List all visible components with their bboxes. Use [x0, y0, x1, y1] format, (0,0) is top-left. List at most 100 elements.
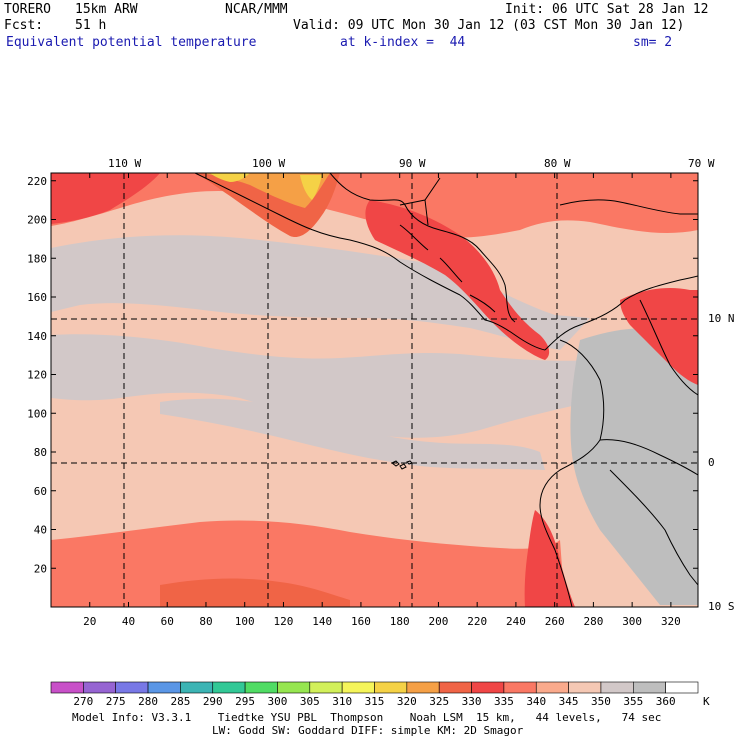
smoothing: sm= 2	[633, 35, 673, 50]
coastlines	[194, 173, 698, 607]
y-tick-label: 80	[34, 446, 47, 459]
colorbar-label: 325	[429, 695, 449, 708]
colorbar: 270 275 280 285 290 295 300 305 310 315 320 325 330 3…	[50, 681, 710, 708]
coastline-caribbean	[329, 173, 516, 323]
border-colombia-ecuador	[599, 439, 698, 476]
colorbar-label: 335	[494, 695, 514, 708]
colorbar-swatch	[147, 681, 181, 694]
colorbar-swatch	[341, 681, 375, 694]
coastline-pacific-sa	[539, 339, 605, 607]
field-band-grey-mid2	[160, 398, 545, 470]
x-tick-label: 280	[583, 615, 603, 628]
colorbar-swatch	[406, 681, 440, 694]
map-field	[51, 173, 698, 607]
y-tick-label: 20	[34, 562, 47, 575]
colorbar-label: 330	[462, 695, 482, 708]
lon-label-90w: 90 W	[399, 157, 426, 170]
colorbar-label: 355	[623, 695, 643, 708]
forecast-label: Fcst:	[4, 18, 44, 33]
colorbar-label: 310	[332, 695, 352, 708]
graticule	[51, 173, 698, 607]
colorbar-swatch	[115, 681, 149, 694]
lat-label-10n: 10 N	[708, 312, 735, 325]
y-tick-label: 220	[27, 175, 47, 188]
colorbar-label: 340	[526, 695, 546, 708]
colorbar-label: 275	[106, 695, 126, 708]
coastline-south-america	[544, 275, 698, 351]
y-tick-label: 100	[27, 407, 47, 420]
coastline-yucatan	[399, 177, 441, 226]
model-info: Model Info: V3.3.1 Tiedtke YSU PBL Thomp…	[72, 711, 662, 724]
x-tick-label: 180	[390, 615, 410, 628]
field-band-grey-mid	[51, 334, 600, 438]
axis-ticks: 20 40 60 80 100 120 140 160 180 200 220 240 260 280 30…	[27, 173, 698, 628]
model-physics: LW: Godd SW: Goddard DIFF: simple KM: 2D…	[212, 724, 524, 737]
colorbar-swatch	[438, 681, 472, 694]
colorbar-swatch	[632, 681, 666, 694]
organization: NCAR/MMM	[225, 2, 288, 17]
coastline-cuba	[559, 199, 698, 215]
lat-label-10s: 10 S	[708, 600, 735, 613]
colorbar-swatch	[180, 681, 214, 694]
x-tick-label: 200	[428, 615, 448, 628]
field-hot-north	[51, 173, 160, 224]
y-tick-label: 160	[27, 291, 47, 304]
y-tick-label: 140	[27, 330, 47, 343]
y-tick-label: 120	[27, 369, 47, 382]
y-tick-label: 200	[27, 214, 47, 227]
colorbar-swatch	[568, 681, 602, 694]
x-tick-label: 20	[83, 615, 96, 628]
colorbar-swatch	[503, 681, 537, 694]
x-tick-label: 80	[199, 615, 212, 628]
x-tick-label: 40	[122, 615, 135, 628]
colorbar-label: 315	[365, 695, 385, 708]
lon-label-70w: 70 W	[688, 157, 715, 170]
colorbar-label: 270	[73, 695, 93, 708]
colorbar-label: 350	[591, 695, 611, 708]
colorbar-label: 280	[138, 695, 158, 708]
colorbar-label: 285	[170, 695, 190, 708]
x-tick-label: 300	[622, 615, 642, 628]
colorbar-swatch	[471, 681, 505, 694]
x-tick-label: 220	[467, 615, 487, 628]
field-band-grey-north	[51, 235, 590, 350]
colorbar-label: 305	[300, 695, 320, 708]
lat-label-0: 0	[708, 456, 715, 469]
x-tick-label: 60	[161, 615, 174, 628]
x-tick-label: 140	[312, 615, 332, 628]
colorbar-swatch	[665, 681, 699, 694]
colorbar-swatch	[535, 681, 569, 694]
colorbar-unit: K	[703, 695, 710, 708]
colorbar-swatch	[50, 681, 84, 694]
field-hot-colombia	[620, 288, 698, 385]
colorbar-swatch	[244, 681, 278, 694]
x-tick-label: 240	[506, 615, 526, 628]
colorbar-swatch	[600, 681, 634, 694]
model-resolution: 15km ARW	[75, 2, 138, 17]
colorbar-swatch	[212, 681, 246, 694]
field-hot-south	[160, 578, 350, 607]
field-hot-peru	[524, 510, 575, 607]
x-tick-label: 320	[661, 615, 681, 628]
lon-label-80w: 80 W	[544, 157, 571, 170]
y-tick-label: 180	[27, 252, 47, 265]
x-tick-label: 260	[545, 615, 565, 628]
colorbar-label: 290	[203, 695, 223, 708]
colorbar-label: 300	[268, 695, 288, 708]
border-central-america	[399, 224, 496, 313]
colorbar-label: 360	[656, 695, 676, 708]
field-name: Equivalent potential temperature	[6, 35, 257, 50]
colorbar-label: 320	[397, 695, 417, 708]
valid-time: Valid: 09 UTC Mon 30 Jan 12 (03 CST Mon …	[293, 18, 685, 33]
border-colombia-venezuela	[639, 299, 698, 396]
lon-label-100w: 100 W	[252, 157, 286, 170]
field-peak-mexico	[210, 173, 322, 200]
coastline-mexico	[194, 173, 546, 351]
colorbar-swatch	[277, 681, 311, 694]
init-time: Init: 06 UTC Sat 28 Jan 12	[505, 2, 709, 17]
border-peru-brazil	[609, 469, 698, 586]
level-index: at k-index = 44	[340, 35, 466, 50]
forecast-hours: 51 h	[75, 18, 107, 33]
model-name: TORERO	[4, 2, 51, 17]
